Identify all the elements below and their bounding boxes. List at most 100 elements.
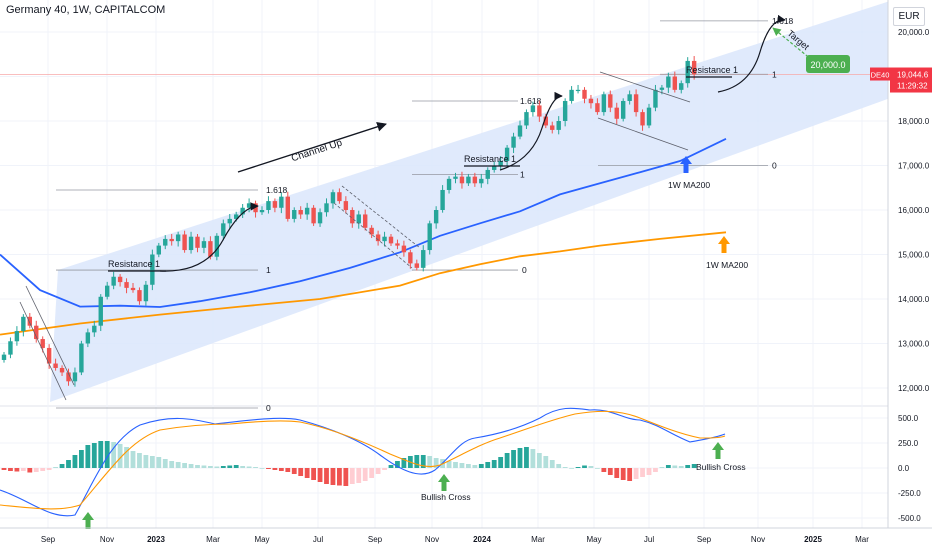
candle-body (156, 245, 161, 255)
candle-body (388, 236, 394, 244)
candle-body (401, 245, 407, 253)
macd-histogram-bar (685, 465, 691, 468)
candle-body (582, 89, 587, 99)
fib-label: 0 (772, 161, 777, 171)
macd-histogram-bar (446, 461, 452, 468)
macd-histogram-bar (356, 468, 362, 483)
candle-body (163, 238, 168, 246)
candle-body (234, 214, 239, 219)
candle-body (498, 161, 503, 166)
candle-body (117, 276, 123, 283)
macd-histogram-bar (1, 468, 7, 470)
macd-histogram-bar (549, 460, 555, 468)
macd-axis[interactable]: 500.0 250.0 0.0 -250.0 -500.0 (898, 414, 921, 523)
flag-line (597, 117, 689, 151)
flag-line (341, 185, 421, 249)
macd-histogram-bar (375, 468, 381, 474)
candle-body (440, 189, 445, 210)
price-tick-label: 14,000.0 (898, 295, 930, 304)
candle-body (40, 339, 45, 348)
macd-histogram-bar (524, 447, 529, 468)
candle-body (421, 250, 426, 268)
resistance-label: Resistance 1 (686, 65, 738, 75)
candle-body (575, 89, 581, 92)
macd-histogram-bar (478, 464, 484, 468)
fib-label: 1.618 (266, 185, 288, 195)
candle-body (201, 241, 207, 248)
candle-body (479, 178, 484, 184)
candle-body (395, 243, 400, 246)
bullish-cross-arrow-1 (82, 512, 94, 529)
ma-line (0, 231, 727, 336)
macd-histogram-bar (304, 468, 310, 478)
macd-histogram-bar (272, 468, 278, 470)
candle-body (130, 287, 136, 291)
flag-line (19, 301, 67, 401)
candle-body (79, 343, 84, 373)
candle-body (137, 290, 142, 302)
candle-body (208, 241, 213, 257)
candle-body (524, 112, 529, 126)
ma-orange-label: 1W MA200 (706, 260, 748, 270)
macd-histogram-bar (466, 464, 471, 468)
macd-histogram-bar (33, 468, 39, 472)
time-tick-label: Jul (313, 535, 323, 544)
candle-body (8, 341, 13, 355)
flag-line (25, 285, 75, 386)
macd-histogram-bar (188, 464, 194, 468)
candle-body (492, 165, 497, 170)
macd-histogram-bar (246, 466, 252, 468)
macd-histogram-bar (240, 466, 246, 468)
candle-body (614, 107, 619, 119)
candle-body (453, 176, 458, 179)
currency-button[interactable]: EUR (893, 7, 925, 26)
time-tick-label: Sep (41, 535, 56, 544)
time-tick-label: 2025 (804, 535, 822, 544)
candle-body (691, 60, 697, 75)
candle-body (240, 207, 245, 215)
candle-body (350, 210, 355, 224)
curve-arrow-1 (159, 202, 259, 272)
macd-histogram-bar (382, 468, 387, 470)
time-axis[interactable]: Sep Nov 2023 Mar May Jul Sep Nov 2024 Mar May Jul Se… (0, 527, 932, 544)
macd-histogram-bar (530, 449, 536, 468)
price-tag-countdown: 11:29:32 (897, 82, 928, 91)
candle-body (659, 87, 665, 90)
candle-body (608, 94, 613, 108)
candle-body (414, 263, 419, 268)
curve-arrow-2 (499, 91, 563, 171)
candle-body (427, 223, 432, 251)
candle-body (85, 332, 91, 344)
time-tick-label: Nov (751, 535, 765, 544)
macd-histogram-bar (427, 456, 433, 468)
candle-body (195, 236, 200, 248)
candle-body (666, 76, 671, 88)
price-tick-label: 17,000.0 (898, 162, 930, 171)
ma-blue-arrow (680, 156, 692, 173)
candle-body (143, 284, 149, 302)
macd-tick-label: 250.0 (898, 439, 919, 448)
macd-histogram-bar (27, 468, 33, 473)
macd-histogram-bar (504, 453, 510, 468)
time-tick-label: May (254, 535, 269, 544)
candle-body (466, 176, 471, 184)
candle-body (446, 178, 452, 190)
macd-histogram-bar (536, 453, 542, 468)
fib-label: 0 (266, 403, 271, 413)
macd-histogram-bar (214, 466, 220, 468)
macd-histogram-bar (646, 468, 652, 475)
candle-body (562, 100, 568, 121)
time-tick-label: May (586, 535, 601, 544)
candle-body (595, 103, 600, 113)
bullish-cross-arrow-3 (712, 442, 724, 459)
macd-histogram-bar (620, 468, 626, 480)
macd-histogram-bar (253, 467, 258, 468)
candle-body (34, 325, 39, 340)
candle-body (504, 147, 510, 162)
macd-histogram-bar (182, 463, 187, 468)
macd-histogram-bar (640, 468, 645, 477)
macd-histogram-bar (195, 465, 200, 468)
candle-body (556, 121, 561, 130)
macd-histogram-bar (311, 468, 316, 480)
